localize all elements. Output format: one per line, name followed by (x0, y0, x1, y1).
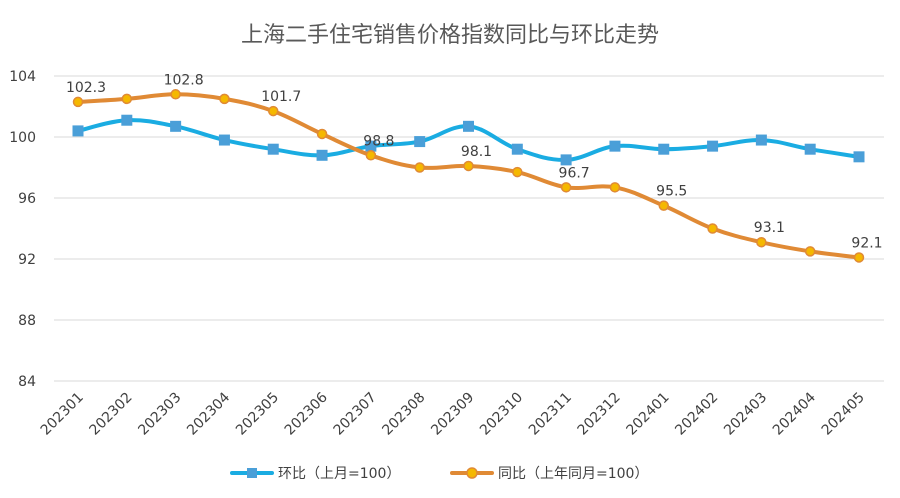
x-tick-label: 202309 (428, 390, 477, 439)
legend-item: 同比（上年同月=100） (450, 466, 648, 482)
data-point (219, 93, 230, 105)
x-tick-label: 202312 (575, 390, 624, 439)
data-label: 102.3 (66, 80, 106, 96)
data-point (72, 96, 84, 108)
data-label: 98.8 (363, 133, 394, 149)
data-label: 101.7 (261, 89, 301, 105)
legend-label: 环比（上月=100） (278, 466, 400, 482)
data-label: 98.1 (461, 144, 492, 160)
x-tick-label: 202310 (477, 390, 526, 439)
x-tick-label: 202304 (184, 389, 233, 438)
y-tick-label: 96 (18, 191, 36, 207)
y-tick-label: 100 (9, 130, 36, 146)
data-point (756, 236, 767, 248)
data-point (804, 143, 816, 155)
y-tick-label: 104 (9, 69, 36, 85)
x-tick-label: 202308 (379, 390, 428, 439)
legend-marker (466, 467, 478, 479)
y-tick-label: 84 (18, 374, 36, 390)
data-point (365, 150, 377, 161)
data-point (853, 252, 865, 263)
data-point (658, 200, 669, 211)
x-axis-ticks: 202301 202302 202303 202304 202305 202306 2023… (38, 389, 868, 438)
x-tick-label: 202403 (721, 390, 770, 439)
x-tick-label: 202301 (38, 390, 87, 439)
series-2 (72, 89, 865, 263)
data-point (121, 114, 133, 126)
x-tick-label: 202307 (331, 390, 380, 439)
data-point (72, 125, 84, 137)
data-labels: 102.3 102.8 101.7 98.8 98.1 96.7 95.5 93.1 92.1 (66, 72, 883, 251)
x-tick-label: 202404 (770, 389, 819, 438)
x-tick-label: 202311 (526, 390, 575, 439)
data-label: 93.1 (754, 220, 785, 236)
data-point (609, 140, 621, 152)
data-point (463, 120, 474, 132)
x-tick-label: 202302 (87, 390, 136, 439)
series-1 (72, 114, 865, 166)
data-point (512, 166, 523, 178)
data-point (170, 120, 182, 132)
x-tick-label: 202303 (135, 390, 184, 439)
data-point (707, 223, 718, 234)
series-lines (72, 89, 865, 263)
y-axis-ticks: 84 88 92 96 100 104 (9, 69, 36, 390)
data-point (414, 136, 426, 148)
legend-item: 环比（上月=100） (230, 466, 400, 482)
data-point (414, 162, 425, 173)
legend: 环比（上月=100） 同比（上年同月=100） (230, 466, 648, 482)
data-label: 96.7 (559, 165, 590, 181)
data-point (707, 140, 719, 152)
data-point (267, 143, 279, 155)
data-point (609, 182, 621, 193)
series-line (76, 92, 861, 260)
data-point (268, 105, 279, 117)
data-point (316, 149, 328, 161)
legend-label: 同比（上年同月=100） (498, 466, 648, 482)
data-label: 95.5 (656, 184, 687, 200)
data-label: 102.8 (164, 72, 204, 88)
data-point (463, 160, 474, 172)
data-point (170, 89, 181, 100)
x-tick-label: 202306 (282, 389, 331, 438)
y-tick-label: 92 (18, 252, 36, 268)
data-label: 92.1 (851, 235, 882, 251)
data-point (755, 134, 767, 146)
data-point (511, 143, 523, 155)
grid-lines (54, 75, 884, 382)
y-tick-label: 88 (18, 313, 36, 329)
data-point (560, 182, 572, 193)
data-point (560, 154, 572, 166)
data-point (853, 151, 865, 163)
data-point (218, 134, 230, 146)
data-point (121, 93, 133, 105)
legend-marker (247, 468, 257, 478)
data-point (658, 143, 670, 155)
x-tick-label: 202402 (672, 390, 721, 439)
x-tick-label: 202305 (233, 390, 282, 439)
x-tick-label: 202401 (623, 390, 672, 439)
chart-title: 上海二手住宅销售价格指数同比与环比走势 (241, 23, 659, 48)
data-point (316, 128, 328, 140)
x-tick-label: 202405 (819, 390, 868, 439)
data-point (804, 246, 816, 257)
